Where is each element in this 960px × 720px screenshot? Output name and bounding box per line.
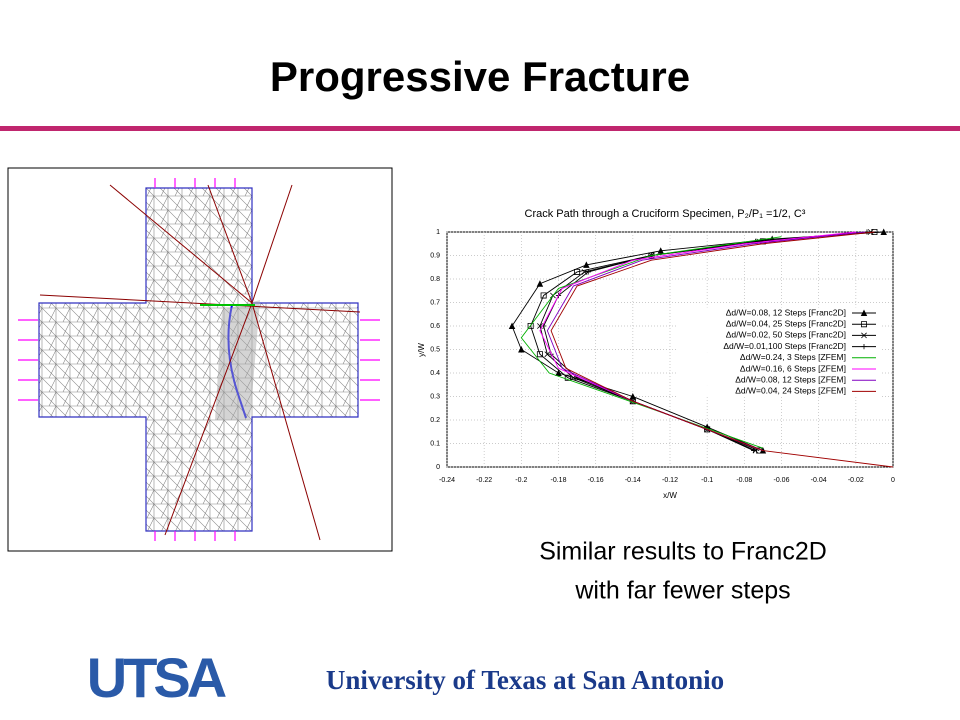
legend-bg	[676, 352, 881, 364]
y-tick-label: 1	[436, 229, 440, 236]
legend-label: Δd/W=0.08, 12 Steps [ZFEM]	[735, 374, 846, 384]
series-line	[550, 231, 894, 468]
y-tick-label: 0.9	[430, 252, 440, 259]
legend-bg	[676, 329, 881, 342]
y-tick-label: 0.4	[430, 370, 440, 377]
x-tick-label: -0.2	[515, 477, 527, 484]
legend-bg	[676, 318, 881, 330]
legend-bg	[676, 341, 881, 353]
legend-label: Δd/W=0.08, 12 Steps [Franc2D]	[726, 307, 846, 317]
x-tick-label: -0.1	[701, 477, 713, 484]
legend-marker	[861, 321, 867, 328]
legend-bg	[676, 363, 881, 375]
x-tick-label: -0.06	[774, 477, 790, 484]
x-axis-label: x/W	[663, 491, 677, 500]
y-tick-label: 0.1	[430, 440, 440, 447]
y-tick-label: 0.6	[430, 323, 440, 330]
y-tick-label: 0.2	[430, 417, 440, 424]
title-rule	[0, 126, 960, 131]
mesh-image	[7, 167, 393, 552]
x-tick-label: -0.16	[588, 477, 604, 484]
y-tick-label: 0.3	[430, 393, 440, 400]
x-tick-label: -0.18	[551, 477, 567, 484]
x-tick-label: -0.14	[625, 477, 641, 484]
x-tick-label: -0.24	[439, 477, 455, 484]
legend-bg	[676, 307, 881, 319]
chart-title: Crack Path through a Cruciform Specimen,…	[525, 208, 806, 220]
data-point	[536, 280, 544, 287]
legend-label: Δd/W=0.04, 25 Steps [Franc2D]	[726, 318, 846, 328]
x-tick-label: -0.12	[662, 477, 678, 484]
legend-label: Δd/W=0.01,100 Steps [Franc2D]	[723, 341, 846, 351]
legend-marker	[861, 344, 867, 350]
data-point	[657, 247, 664, 254]
data-point	[544, 351, 551, 358]
data-point	[555, 369, 562, 376]
data-point	[540, 292, 547, 299]
data-point	[704, 426, 711, 433]
footer: University of Texas at San Antonio	[326, 665, 724, 695]
legend-label: Δd/W=0.04, 24 Steps [ZFEM]	[735, 386, 846, 396]
data-point	[574, 268, 581, 275]
x-tick-label: 0	[891, 477, 895, 484]
data-point	[508, 322, 516, 329]
legend-label: Δd/W=0.02, 50 Steps [Franc2D]	[726, 330, 846, 340]
x-tick-label: -0.08	[736, 477, 752, 484]
x-tick-label: -0.04	[811, 477, 827, 484]
legend-marker	[860, 309, 868, 316]
data-point	[518, 346, 525, 353]
legend-label: Δd/W=0.16, 6 Steps [ZFEM]	[740, 363, 846, 373]
y-tick-label: 0	[436, 464, 440, 471]
data-point	[880, 228, 887, 235]
y-tick-label: 0.7	[430, 299, 440, 306]
data-point	[864, 229, 870, 235]
caption-line: with far fewer steps	[574, 577, 790, 605]
legend-marker	[861, 332, 867, 339]
legend-bg	[676, 385, 881, 398]
slide-title: Progressive Fracture	[270, 53, 690, 100]
data-point	[585, 269, 591, 275]
y-tick-label: 0.8	[430, 276, 440, 283]
logo: UTSA	[87, 646, 226, 709]
legend-label: Δd/W=0.24, 3 Steps [ZFEM]	[740, 352, 846, 362]
y-tick-label: 0.5	[430, 346, 440, 353]
data-point	[527, 323, 534, 329]
x-tick-label: -0.02	[848, 477, 864, 484]
x-tick-label: -0.22	[476, 477, 492, 484]
y-axis-label: y/W	[417, 343, 426, 357]
data-point	[751, 447, 757, 454]
caption-line: Similar results to Franc2D	[539, 538, 827, 566]
legend-bg	[676, 374, 881, 386]
data-point	[536, 351, 543, 358]
data-point	[583, 261, 590, 268]
